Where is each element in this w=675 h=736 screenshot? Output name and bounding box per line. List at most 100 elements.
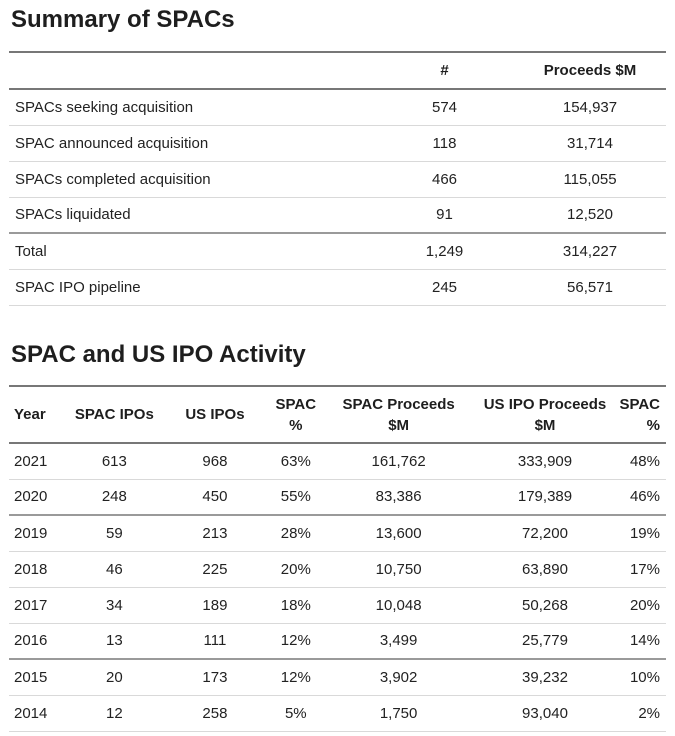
summary-row-proceeds: 154,937 [562, 98, 618, 116]
header-year: Year [9, 386, 64, 444]
activity-title: SPAC and US IPO Activity [11, 341, 306, 368]
cell-spac-ipos: 613 [101, 452, 127, 470]
summary-row-proceeds: 56,571 [567, 278, 613, 296]
header-spac-pct2-line2: % [646, 416, 660, 434]
summary-row: SPACs liquidated 91 12,520 [9, 197, 666, 233]
summary-header-row: # Proceeds $M [9, 52, 666, 90]
cell-year: 2017 [14, 596, 48, 614]
cell-us-ipos: 450 [202, 488, 228, 506]
summary-total-row: Total 1,249 314,227 [9, 233, 666, 269]
summary-row-proceeds: 115,055 [563, 170, 617, 188]
cell-spac-proceeds: 10,750 [375, 560, 422, 578]
cell-year: 2016 [14, 632, 48, 650]
cell-spac-pct: 12% [280, 668, 311, 686]
summary-header-label [9, 52, 375, 90]
cell-spac-proceeds: 83,386 [375, 488, 422, 506]
table-row: 2015 20 173 12% 3,902 39,232 10% [9, 659, 666, 695]
cell-spac-proceeds: 3,902 [379, 668, 418, 686]
table-row: 2019 59 213 28% 13,600 72,200 19% [9, 515, 666, 551]
cell-spac-pct2: 10% [629, 668, 660, 686]
summary-row-proceeds: 12,520 [567, 206, 613, 224]
table-row: 2021 613 968 63% 161,762 333,909 48% [9, 443, 666, 479]
cell-spac-pct2: 46% [629, 488, 660, 506]
summary-row-label: SPACs seeking acquisition [15, 98, 194, 116]
header-spac-pct-line1: SPAC [275, 395, 317, 413]
cell-year: 2020 [14, 488, 48, 506]
table-row: 2016 13 111 12% 3,499 25,779 14% [9, 623, 666, 659]
summary-row: SPACs seeking acquisition 574 154,937 [9, 89, 666, 125]
summary-row: SPACs completed acquisition 466 115,055 [9, 161, 666, 197]
cell-spac-pct: 5% [284, 704, 307, 722]
cell-us-proceeds: 25,779 [522, 632, 568, 650]
header-spac-pct2: SPAC% [619, 386, 666, 444]
cell-us-proceeds: 333,909 [517, 452, 573, 470]
summary-row: SPAC announced acquisition 118 31,714 [9, 125, 666, 161]
summary-table: # Proceeds $M SPACs seeking acquisition … [9, 51, 666, 306]
cell-spac-pct: 12% [280, 632, 311, 650]
summary-row-count: 91 [436, 206, 453, 224]
activity-header-row: Year SPAC IPOs US IPOs SPAC% SPAC Procee… [9, 386, 666, 444]
cell-year: 2014 [14, 704, 48, 722]
header-spac-pct2-line1: SPAC [619, 395, 660, 413]
cell-spac-pct2: 2% [638, 704, 660, 722]
cell-spac-proceeds: 1,750 [379, 704, 418, 722]
summary-row-label: SPAC IPO pipeline [15, 278, 141, 296]
cell-us-ipos: 189 [202, 596, 228, 614]
cell-spac-pct: 28% [280, 524, 311, 542]
cell-us-proceeds: 93,040 [522, 704, 568, 722]
summary-row-count: 574 [431, 98, 458, 116]
summary-row-proceeds: 314,227 [562, 242, 618, 260]
summary-row-count: 118 [432, 134, 457, 152]
cell-spac-pct: 18% [280, 596, 311, 614]
cell-year: 2021 [14, 452, 48, 470]
header-us-proceeds-line1: US IPO Proceeds [483, 395, 607, 413]
summary-row-count: 466 [431, 170, 458, 188]
cell-spac-ipos: 59 [105, 524, 123, 542]
cell-spac-pct: 20% [280, 560, 311, 578]
cell-us-ipos: 213 [202, 524, 228, 542]
cell-spac-pct2: 19% [629, 524, 660, 542]
cell-spac-proceeds: 161,762 [371, 452, 426, 470]
cell-us-ipos: 258 [202, 704, 228, 722]
summary-header-proceeds: Proceeds $M [514, 52, 666, 90]
cell-spac-pct2: 20% [629, 596, 660, 614]
cell-spac-pct2: 17% [629, 560, 660, 578]
cell-us-ipos: 173 [202, 668, 228, 686]
table-row: 2014 12 258 5% 1,750 93,040 2% [9, 695, 666, 731]
table-row: 2020 248 450 55% 83,386 179,389 46% [9, 479, 666, 515]
cell-us-proceeds: 63,890 [522, 560, 568, 578]
cell-spac-pct: 63% [280, 452, 311, 470]
cell-spac-pct2: 48% [629, 452, 660, 470]
header-us-ipos: US IPOs [164, 386, 265, 444]
header-spac-proceeds-line2: $M [388, 416, 410, 434]
cell-spac-ipos: 34 [105, 596, 123, 614]
summary-row-label: SPACs completed acquisition [15, 170, 211, 188]
activity-table: Year SPAC IPOs US IPOs SPAC% SPAC Procee… [9, 385, 666, 732]
cell-spac-ipos: 12 [105, 704, 123, 722]
header-spac-ipos: SPAC IPOs [63, 386, 165, 444]
cell-spac-proceeds: 13,600 [375, 524, 422, 542]
cell-spac-ipos: 248 [101, 488, 127, 506]
cell-spac-pct: 55% [280, 488, 311, 506]
cell-us-ipos: 225 [202, 560, 228, 578]
header-us-proceeds-line2: $M [534, 416, 556, 434]
header-spac-pct-line2: % [289, 416, 303, 434]
cell-us-proceeds: 72,200 [522, 524, 568, 542]
table-row: 2017 34 189 18% 10,048 50,268 20% [9, 587, 666, 623]
cell-year: 2018 [14, 560, 48, 578]
summary-row-count: 1,249 [425, 242, 464, 260]
summary-row: SPAC IPO pipeline 245 56,571 [9, 269, 666, 305]
summary-row-proceeds: 31,714 [567, 134, 613, 152]
cell-spac-proceeds: 10,048 [375, 596, 422, 614]
cell-us-proceeds: 179,389 [517, 488, 573, 506]
cell-spac-ipos: 13 [105, 632, 123, 650]
summary-row-count: 245 [431, 278, 458, 296]
summary-row-label: SPAC announced acquisition [15, 134, 209, 152]
summary-row-label: Total [15, 242, 47, 260]
header-spac-proceeds-line1: SPAC Proceeds [342, 395, 455, 413]
cell-year: 2015 [14, 668, 48, 686]
summary-row-label: SPACs liquidated [15, 206, 131, 224]
summary-title: Summary of SPACs [11, 6, 235, 33]
cell-spac-proceeds: 3,499 [379, 632, 418, 650]
